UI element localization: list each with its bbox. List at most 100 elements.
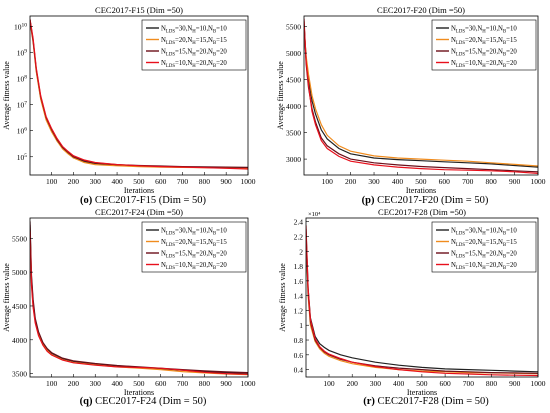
y-tick-label: 2.2 xyxy=(294,232,304,241)
y-multiplier: ×10⁴ xyxy=(308,211,321,218)
chart-title: CEC2017-F24 (Dim =50) xyxy=(95,207,183,217)
y-tick-label: 1 xyxy=(299,321,303,330)
chart-panel-1: CEC2017-F15 (Dim =50) 100 200 300 400 500 600 7… xyxy=(2,5,256,206)
series-line-4 xyxy=(30,231,248,375)
panel-caption: (q) CEC2017-F24 (Dim = 50) xyxy=(80,396,207,407)
chart-panel-4: CEC2017-F28 (Dim =50) 100 200 300 400 500 600 7… xyxy=(278,207,546,407)
y-axis-label: Average fitness value xyxy=(2,61,11,130)
x-tick-label: 900 xyxy=(221,379,233,388)
x-tick-label: 200 xyxy=(68,379,80,388)
legend: NLDS=30,NH=10,NB=10 NLDS=20,NH=15,NB=15 NL… xyxy=(141,19,247,71)
legend: NLDS=30,NH=10,NB=10 NLDS=20,NH=15,NB=15 NL… xyxy=(141,221,247,273)
y-tick-label: 5500 xyxy=(12,234,27,243)
x-axis-label: Iterations xyxy=(124,388,154,397)
x-tick-label: 300 xyxy=(368,177,380,186)
y-axis-label: Average fitness value xyxy=(2,263,11,332)
series-line-1 xyxy=(304,23,538,168)
series-line-2 xyxy=(304,26,538,167)
y-tick-label: 3500 xyxy=(12,370,27,379)
x-axis-label: Iterations xyxy=(407,388,437,397)
x-tick-label: 300 xyxy=(90,177,102,186)
x-tick-label: 700 xyxy=(177,177,189,186)
legend-box xyxy=(431,19,537,71)
x-tick-label: 1000 xyxy=(241,379,256,388)
legend-entry-2: NLDS=20,NH=15,NB=15 xyxy=(451,37,517,46)
y-tick-label: 4500 xyxy=(286,76,301,85)
caption-text: CEC2017-F28 (Dim = 50) xyxy=(375,396,489,407)
legend-entry-4: NLDS=10,NH=20,NB=20 xyxy=(451,262,517,271)
x-tick-label: 700 xyxy=(462,177,474,186)
panel-caption: (o) CEC2017-F15 (Dim = 50) xyxy=(80,195,207,206)
legend-entry-1: NLDS=30,NH=10,NB=10 xyxy=(161,26,227,35)
legend-box xyxy=(141,221,247,273)
chart-title: CEC2017-F15 (Dim =50) xyxy=(95,5,183,15)
caption-letter: (q) xyxy=(80,396,93,407)
x-tick-label: 400 xyxy=(111,177,123,186)
legend-entry-2: NLDS=20,NH=15,NB=15 xyxy=(161,239,227,248)
x-tick-label: 1000 xyxy=(531,177,546,186)
chart-panel-3: CEC2017-F24 (Dim =50) 100 200 300 400 500 600 7… xyxy=(2,207,256,407)
x-tick-label: 600 xyxy=(155,379,167,388)
x-tick-label: 600 xyxy=(155,177,167,186)
y-tick-label: 4000 xyxy=(286,102,301,111)
x-tick-label: 500 xyxy=(133,177,145,186)
x-tick-label: 800 xyxy=(199,379,211,388)
y-tick-label: 1.2 xyxy=(294,306,304,315)
y-tick-label: 5000 xyxy=(286,49,301,58)
y-tick-label: 3500 xyxy=(286,129,301,138)
y-tick-label: 105 xyxy=(17,153,28,162)
y-axis-label: Average fitness value xyxy=(276,61,285,130)
x-tick-label: 900 xyxy=(221,177,233,186)
x-tick-label: 500 xyxy=(133,379,145,388)
legend-entry-2: NLDS=20,NH=15,NB=15 xyxy=(451,239,517,248)
x-tick-label: 700 xyxy=(463,379,475,388)
y-tick-label: 4000 xyxy=(12,336,27,345)
series-lines xyxy=(306,225,538,377)
series-line-4 xyxy=(30,19,248,170)
series-lines xyxy=(304,18,538,174)
y-tick-label: 107 xyxy=(17,101,28,110)
y-tick-label: 0.8 xyxy=(294,336,304,345)
series-line-4 xyxy=(304,18,538,174)
y-tick-label: 5500 xyxy=(286,23,301,32)
y-tick-label: 0.4 xyxy=(294,366,304,375)
x-tick-label: 1000 xyxy=(531,379,546,388)
series-lines xyxy=(30,221,248,376)
legend: NLDS=30,NH=10,NB=10 NLDS=20,NH=15,NB=15 NL… xyxy=(431,19,537,71)
panel-caption: (p) CEC2017-F20 (Dim = 50) xyxy=(362,195,489,206)
legend-entry-4: NLDS=10,NH=20,NB=20 xyxy=(161,60,227,69)
y-tick-label: 1.8 xyxy=(294,262,304,271)
legend-entry-3: NLDS=15,NH=20,NB=20 xyxy=(451,49,517,58)
x-tick-label: 100 xyxy=(323,379,335,388)
legend-entry-3: NLDS=15,NH=20,NB=20 xyxy=(451,251,517,260)
y-tick-label: 2 xyxy=(299,247,303,256)
legend-entry-4: NLDS=10,NH=20,NB=20 xyxy=(451,60,517,69)
y-tick-label: 108 xyxy=(17,75,28,84)
chart-title: CEC2017-F28 (Dim =50) xyxy=(378,207,466,217)
legend-entry-1: NLDS=30,NH=10,NB=10 xyxy=(161,228,227,237)
series-line-4 xyxy=(306,225,538,377)
legend-box xyxy=(141,19,247,71)
x-axis-label: Iterations xyxy=(124,186,154,195)
legend-entry-4: NLDS=10,NH=20,NB=20 xyxy=(161,262,227,271)
x-tick-label: 100 xyxy=(46,177,58,186)
x-tick-label: 100 xyxy=(46,379,58,388)
x-tick-label: 900 xyxy=(509,177,521,186)
x-tick-label: 200 xyxy=(345,177,357,186)
y-tick-label: 1010 xyxy=(14,22,27,31)
x-tick-label: 400 xyxy=(393,379,405,388)
caption-letter: (p) xyxy=(362,195,375,206)
legend-entry-1: NLDS=30,NH=10,NB=10 xyxy=(451,228,517,237)
legend-entry-1: NLDS=30,NH=10,NB=10 xyxy=(451,26,517,35)
x-tick-label: 600 xyxy=(439,379,451,388)
y-axis-label: Average fitness value xyxy=(278,263,287,332)
x-tick-label: 800 xyxy=(199,177,211,186)
caption-text: CEC2017-F24 (Dim = 50) xyxy=(93,396,207,407)
x-tick-label: 800 xyxy=(486,379,498,388)
x-tick-label: 100 xyxy=(322,177,334,186)
panel-caption: (r) CEC2017-F28 (Dim = 50) xyxy=(363,396,489,407)
series-lines xyxy=(30,19,248,170)
x-tick-label: 600 xyxy=(439,177,451,186)
y-tick-label: 4500 xyxy=(12,302,27,311)
